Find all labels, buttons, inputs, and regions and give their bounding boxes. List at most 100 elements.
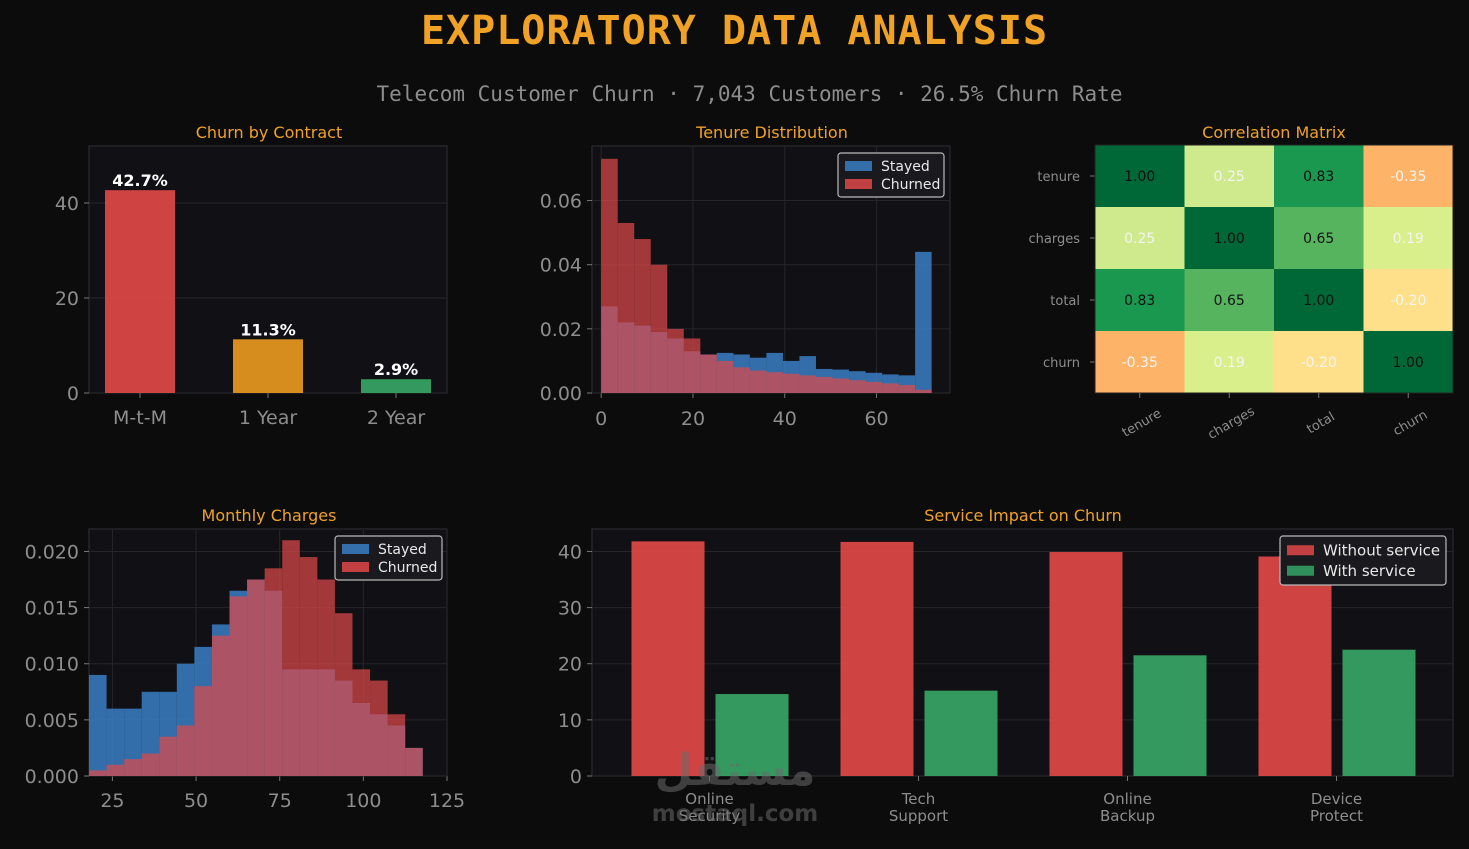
row-label: tenure [1037, 170, 1080, 185]
cell-label: 1.00 [1124, 169, 1155, 185]
hist-bar [211, 635, 230, 776]
hist-bar [683, 338, 701, 393]
y-tick-label: 0.020 [25, 541, 79, 563]
y-tick-label: 0.04 [540, 255, 582, 277]
legend-swatch [845, 179, 872, 189]
cell-label: 0.19 [1393, 231, 1424, 247]
hist-bar [865, 381, 883, 393]
hist-bar [915, 251, 932, 393]
chart-title: Service Impact on Churn [924, 506, 1122, 525]
hist-bar [716, 360, 734, 393]
hist-bar [387, 714, 406, 776]
legend-label: Without service [1323, 542, 1440, 560]
chart-correlation-matrix: Correlation Matrix 1.00 0.25 0.83 -0.35 tenur… [1029, 123, 1454, 443]
heatmap-cell [1184, 207, 1274, 269]
bar [631, 541, 705, 776]
hist-bar [299, 557, 318, 776]
chart-monthly-charges: 25 50 75 100 125 0.000 0.005 0.010 0.015 0.020 Mon… [25, 506, 466, 812]
x-tick-label: 0 [595, 408, 607, 430]
chart-title: Churn by Contract [196, 123, 343, 142]
data-label: 11.3% [240, 320, 296, 339]
hist-bar [282, 540, 300, 776]
heatmap-cell [1184, 145, 1274, 207]
legend-label: With service [1323, 562, 1416, 580]
y-tick-label: 0.000 [25, 766, 79, 788]
hist-bar [106, 708, 125, 776]
bar [105, 190, 175, 393]
heatmap-cell [1095, 207, 1185, 269]
legend-label: Stayed [378, 542, 427, 558]
data-label: 2.9% [374, 360, 418, 379]
y-tick-label: 0.010 [25, 654, 79, 676]
hist-bar [815, 376, 833, 393]
hist-bar [176, 725, 195, 776]
hist-bar [749, 370, 767, 393]
hist-bar [832, 378, 850, 393]
x-tick-label: Backup [1100, 807, 1155, 825]
legend-label: Stayed [881, 159, 930, 175]
hist-bar [124, 708, 142, 776]
heatmap-cell [1363, 145, 1453, 207]
x-tick-label: 75 [268, 790, 292, 812]
y-tick-label: 0 [570, 766, 582, 788]
legend: Stayed Churned [334, 535, 443, 581]
legend-swatch [1287, 565, 1314, 576]
x-tick-label: 20 [681, 408, 705, 430]
y-tick-label: 0 [67, 383, 79, 405]
bar [361, 379, 431, 393]
x-tick-label: 1 Year [239, 407, 298, 429]
watermark-logo: مستقل mostaql.com [644, 745, 826, 831]
x-tick-label: 60 [864, 408, 888, 430]
hist-bar [159, 736, 177, 776]
hist-bar [898, 384, 916, 393]
bar [840, 541, 914, 776]
col-label: churn [1391, 408, 1431, 439]
chart-churn-by-contract: Churn by Contract 0 20 40 42.7% M-t-M 11.3% 1 Y… [55, 123, 448, 429]
x-tick-label: 100 [345, 790, 381, 812]
hist-bar [782, 373, 800, 393]
watermark-latin: mostaql.com [651, 801, 819, 827]
chart-tenure-distribution: 0 20 40 60 0.00 0.02 0.04 0.06 Tenure Distributi… [540, 123, 951, 430]
hist-bar [634, 239, 651, 393]
cell-label: -0.35 [1122, 355, 1158, 371]
heatmap-cell [1184, 269, 1274, 331]
y-tick-label: 40 [55, 193, 79, 215]
heatmap-cell [1363, 331, 1453, 393]
legend: Without service With service [1279, 535, 1447, 586]
heatmap-cell [1363, 207, 1453, 269]
y-tick-label: 30 [558, 598, 582, 620]
col-label: total [1304, 410, 1337, 438]
chart-title: Monthly Charges [202, 506, 337, 525]
y-tick-label: 40 [558, 541, 582, 563]
watermark-arabic: مستقل [654, 745, 816, 796]
legend-label: Churned [881, 177, 940, 193]
hist-bar [915, 389, 932, 393]
page-title: EXPLORATORY DATA ANALYSIS [420, 8, 1049, 54]
y-tick-label: 0.06 [540, 191, 582, 213]
hist-bar [194, 686, 212, 776]
cell-label: -0.20 [1301, 355, 1337, 371]
x-tick-label: Protect [1310, 807, 1363, 825]
bar [715, 694, 789, 776]
hist-bar [124, 759, 142, 776]
hist-bar [617, 222, 635, 393]
hist-bar [229, 596, 248, 776]
hist-bar [370, 680, 388, 776]
bar [233, 339, 303, 393]
y-tick-label: 0.02 [540, 319, 582, 341]
y-tick-label: 0.00 [540, 383, 582, 405]
cell-label: 0.65 [1303, 231, 1334, 247]
heatmap-cell [1095, 269, 1185, 331]
chart-service-impact: Service Impact on Churn010203040OnlineSe… [558, 506, 1454, 825]
hist-bar [766, 372, 783, 393]
row-label: charges [1029, 232, 1081, 247]
y-tick-label: 20 [558, 654, 582, 676]
hist-bar [799, 375, 816, 393]
cell-label: -0.35 [1390, 169, 1426, 185]
y-tick-label: 0.005 [25, 710, 79, 732]
hist-bar [882, 383, 899, 393]
x-tick-label: Device [1311, 790, 1362, 808]
bar [1258, 556, 1332, 776]
chart-title: Correlation Matrix [1202, 123, 1346, 142]
